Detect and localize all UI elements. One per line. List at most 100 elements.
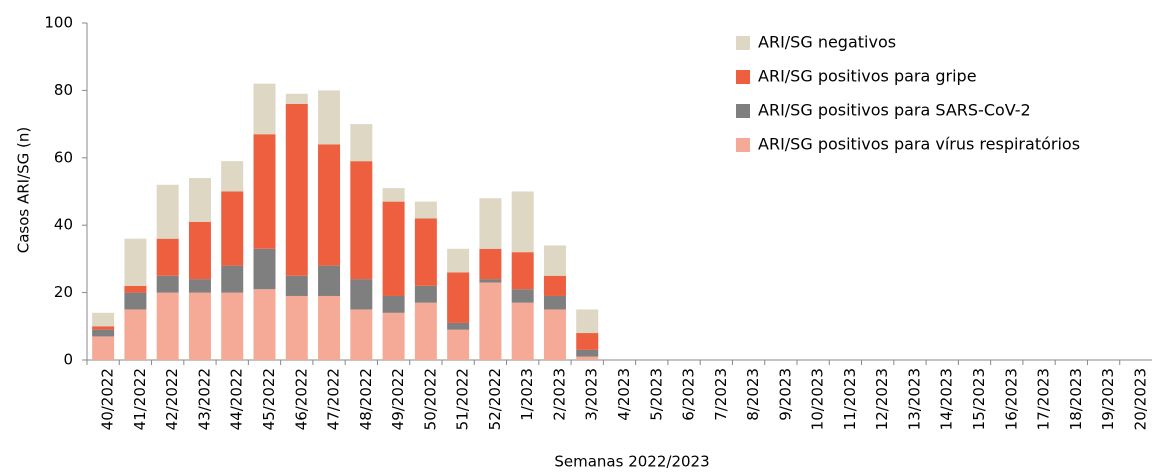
bar-segment [511,289,534,303]
x-tick-label: 42/2022 [163,368,181,430]
x-tick-label: 19/2023 [1099,368,1117,430]
x-axis-title: Semanas 2022/2023 [554,453,709,471]
x-tick-label: 43/2022 [195,368,213,430]
bar-segment [318,295,341,360]
bar-segment [543,295,566,310]
bar-segment [382,188,405,202]
x-tick-label: 18/2023 [1067,368,1085,430]
x-tick-label: 8/2023 [744,368,762,421]
x-tick-label: 13/2023 [905,368,923,430]
bar-segment [156,292,179,360]
bar-segment [221,292,244,360]
bar-segment [318,144,341,266]
x-tick-label: 16/2023 [1002,368,1020,430]
x-tick-label: 47/2022 [325,368,343,430]
legend-text: ARI/SG positivos para gripe [758,67,977,86]
bar-segment [576,349,599,357]
x-tick-label: 40/2022 [99,368,117,430]
bar-segment [511,302,534,360]
x-tick-label: 4/2023 [615,368,633,421]
bar-segment [350,161,373,280]
legend-text: ARI/SG positivos para vírus respiratório… [758,135,1080,154]
legend-swatch [736,70,750,84]
bar-segment [221,191,244,266]
bar-segment [92,336,115,360]
bar-segment [92,329,115,337]
bar-segment [156,238,179,276]
x-tick-label: 2/2023 [550,368,568,421]
bar-segment [543,245,566,276]
bar-segment [414,201,437,219]
bar-segment [479,248,502,280]
legend-text: ARI/SG negativos [758,33,896,52]
x-tick-label: 41/2022 [131,368,149,430]
bar-segment [414,302,437,360]
x-tick-label: 1/2023 [518,368,536,421]
bar-segment [92,312,115,327]
x-tick-label: 17/2023 [1035,368,1053,430]
bar-segment [447,322,470,330]
bar-segment [479,198,502,249]
bar-segment [285,295,308,360]
x-tick-label: 50/2022 [421,368,439,430]
x-tick-label: 51/2022 [454,368,472,430]
x-tick-label: 11/2023 [841,368,859,430]
y-tick-label: 20 [54,283,73,301]
bar-segment [285,103,308,276]
bar-segment [156,275,179,293]
x-tick-label: 49/2022 [389,368,407,430]
x-tick-label: 6/2023 [680,368,698,421]
x-tick-label: 46/2022 [292,368,310,430]
x-tick-label: 14/2023 [938,368,956,430]
legend-swatch [736,104,750,118]
bar-segment [124,285,147,293]
bar-segment [350,279,373,310]
bar-segment [188,178,211,222]
bar-segment [447,272,470,323]
y-axis-title: Casos ARI/SG (n) [15,127,33,254]
y-tick-label: 40 [54,216,73,234]
bar-segment [382,295,405,313]
bar-segment [350,309,373,360]
bar-segment [253,134,276,249]
y-tick-label: 100 [44,14,73,32]
x-tick-label: 3/2023 [583,368,601,421]
bar-segment [447,329,470,360]
bar-segment [414,218,437,286]
x-tick-label: 5/2023 [647,368,665,421]
x-tick-label: 12/2023 [873,368,891,430]
legend-text: ARI/SG positivos para SARS-CoV-2 [758,101,1031,120]
bar-segment [188,279,211,293]
x-tick-label: 15/2023 [970,368,988,430]
y-tick-label: 80 [54,81,73,99]
bar-segment [576,309,599,334]
bar-segment [479,282,502,360]
bar-segment [124,292,147,310]
bar-segment [253,289,276,360]
bar-segment [511,252,534,290]
bar-segment [285,93,308,104]
x-tick-label: 10/2023 [809,368,827,430]
bar-segment [188,292,211,360]
x-tick-label: 52/2022 [486,368,504,430]
legend-swatch [736,36,750,50]
bar-segment [576,356,599,360]
bar-segment [124,238,147,286]
bar-segment [382,312,405,360]
bar-segment [318,265,341,296]
y-tick-label: 60 [54,148,73,166]
bar-segment [543,309,566,360]
x-tick-label: 9/2023 [776,368,794,421]
bar-segment [479,279,502,283]
bar-segment [124,309,147,360]
bar-segment [221,265,244,293]
bar-segment [253,83,276,135]
x-tick-label: 45/2022 [260,368,278,430]
bar-segment [511,191,534,253]
legend-swatch [736,138,750,152]
bar-segment [414,285,437,303]
bar-segment [447,248,470,273]
bar-segment [253,248,276,290]
bar-segment [188,221,211,280]
